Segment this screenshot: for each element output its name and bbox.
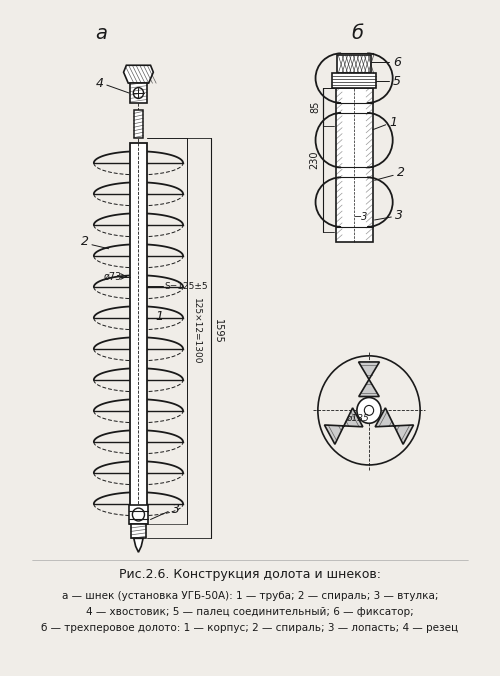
Polygon shape	[124, 66, 154, 83]
Text: 1: 1	[155, 310, 163, 322]
Circle shape	[357, 397, 381, 423]
Text: 230: 230	[309, 151, 319, 169]
Text: 1: 1	[389, 116, 397, 129]
Polygon shape	[375, 408, 414, 444]
Text: 4 — хвостовик; 5 — палец соединительный; 6 — фиксатор;: 4 — хвостовик; 5 — палец соединительный;…	[86, 607, 414, 617]
Text: 3: 3	[394, 208, 402, 222]
Text: S=125±5: S=125±5	[164, 282, 208, 291]
Text: 85: 85	[310, 101, 320, 113]
Text: −3: −3	[354, 212, 368, 222]
Text: ø135: ø135	[346, 414, 369, 422]
Text: 125×12=1300: 125×12=1300	[192, 298, 200, 364]
Bar	[130, 83, 147, 103]
Circle shape	[364, 406, 374, 415]
Bar	[338, 55, 371, 73]
Bar	[130, 143, 147, 525]
Text: 2: 2	[396, 166, 404, 179]
Text: а: а	[96, 24, 108, 43]
Text: 3: 3	[172, 503, 179, 516]
Text: 6: 6	[393, 56, 401, 69]
Text: 2: 2	[80, 235, 88, 248]
Text: 1595: 1595	[214, 318, 224, 343]
Bar	[129, 504, 148, 525]
Text: Рис.2.6. Конструкция долота и шнеков:: Рис.2.6. Конструкция долота и шнеков:	[119, 568, 381, 581]
Polygon shape	[324, 408, 363, 444]
Text: ø73: ø73	[104, 272, 122, 281]
Text: б — трехперовое долото: 1 — корпус; 2 — спираль; 3 — лопасть; 4 — резец: б — трехперовое долото: 1 — корпус; 2 — …	[42, 623, 459, 633]
Polygon shape	[134, 538, 143, 552]
Bar	[332, 73, 376, 88]
Text: а — шнек (установка УГБ-50А): 1 — труба; 2 — спираль; 3 — втулка;: а — шнек (установка УГБ-50А): 1 — труба;…	[62, 591, 438, 601]
Text: 4: 4	[96, 76, 104, 90]
Bar	[134, 110, 143, 138]
Bar	[336, 88, 372, 242]
Polygon shape	[358, 362, 380, 397]
Bar	[131, 525, 146, 538]
Text: 5: 5	[393, 74, 401, 88]
Text: б: б	[351, 24, 363, 43]
